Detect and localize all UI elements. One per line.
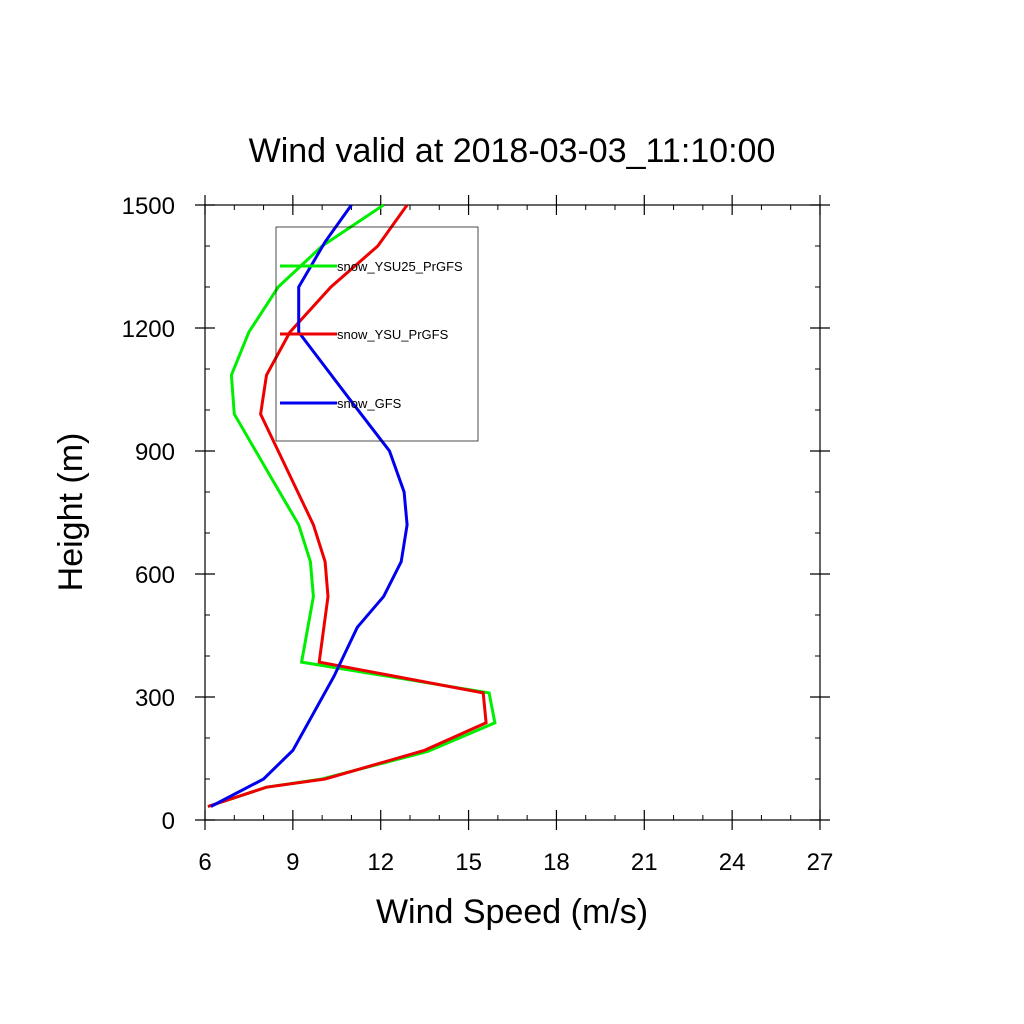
legend-box [275,226,479,442]
y-tick-label: 0 [162,808,175,835]
x-tick-label: 6 [198,849,211,876]
plot-area: 6 9 12 15 18 21 24 27 0 300 600 900 1200 1500 [122,193,834,876]
series-line-snow-gfs [210,204,409,808]
series-lines [207,203,497,808]
x-tick-label: 21 [631,849,658,876]
axis-ticks [195,195,830,830]
series-line-snow-ysu25-prgfs [207,203,497,808]
legend-label: snow_GFS [337,396,402,411]
axis-tick-labels: 6 9 12 15 18 21 24 27 0 300 600 900 1200 1500 [122,193,834,876]
legend-entry-snow-gfs: snow_GFS [280,396,402,411]
legend-entry-snow-ysu-prgfs: snow_YSU_PrGFS [280,327,449,342]
x-tick-label: 9 [286,849,299,876]
plot-frame [204,204,821,821]
y-tick-label: 600 [135,562,175,589]
x-tick-label: 18 [543,849,570,876]
x-tick-label: 27 [807,849,834,876]
y-tick-label: 1200 [122,316,175,343]
series-line-snow-ysu-prgfs [207,204,488,808]
legend-label: snow_YSU25_PrGFS [337,259,463,274]
y-tick-label: 1500 [122,193,175,220]
y-axis-label: Height (m) [52,433,90,592]
chart-title: Wind valid at 2018-03-03_11:10:00 [249,132,776,170]
x-axis-label: Wind Speed (m/s) [376,893,648,931]
y-tick-label: 300 [135,685,175,712]
x-tick-label: 15 [455,849,482,876]
legend-label: snow_YSU_PrGFS [337,327,449,342]
legend-entry-snow-ysu25-prgfs: snow_YSU25_PrGFS [280,259,463,274]
x-tick-label: 24 [719,849,746,876]
legend: snow_YSU25_PrGFS snow_YSU_PrGFS snow_GFS [275,226,479,442]
y-tick-label: 900 [135,439,175,466]
x-tick-label: 12 [367,849,394,876]
